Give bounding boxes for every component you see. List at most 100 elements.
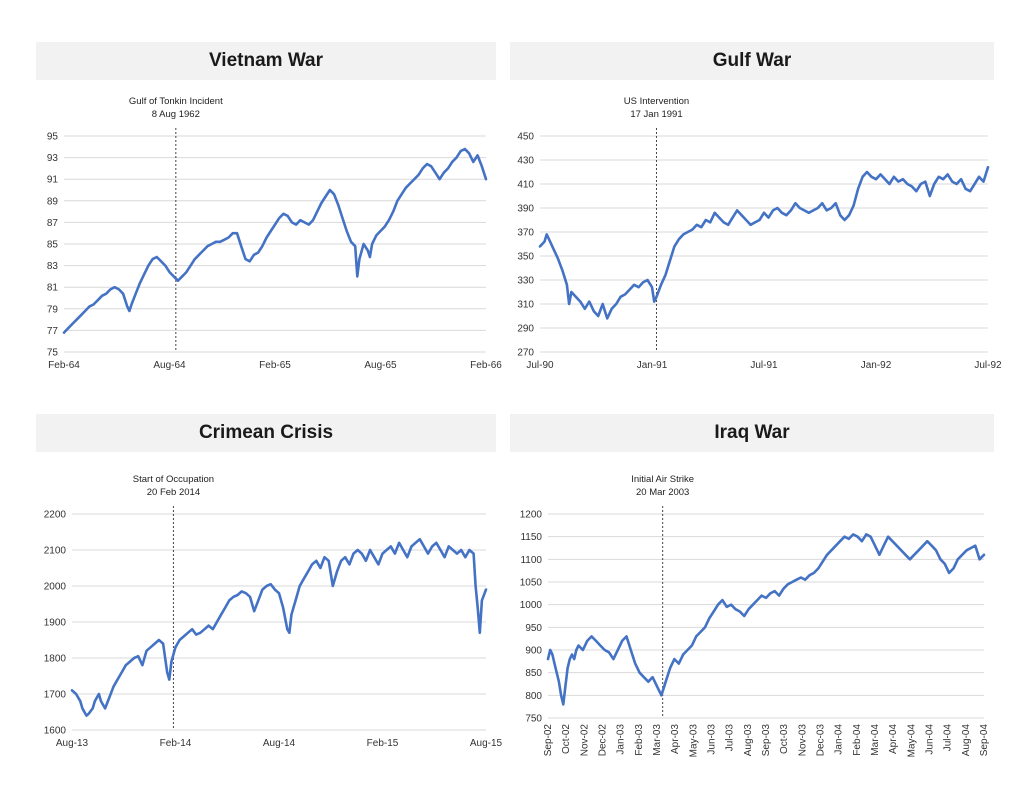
series-line: [546, 533, 986, 706]
x-tick-label: May-03: [688, 724, 699, 758]
y-tick-label: 950: [525, 623, 542, 634]
y-tick-label: 370: [517, 228, 534, 239]
x-tick-label: Sep-03: [761, 724, 772, 757]
x-tick-label: Feb-64: [48, 360, 80, 371]
x-tick-label: Jul-92: [974, 360, 1002, 371]
chart-title: Gulf War: [510, 42, 994, 80]
y-tick-label: 410: [517, 180, 534, 191]
x-tick-label: Aug-15: [470, 738, 503, 749]
y-tick-label: 83: [47, 261, 59, 272]
event-label: Gulf of Tonkin Incident: [129, 96, 223, 107]
chart-title: Vietnam War: [36, 42, 496, 80]
y-tick-label: 2100: [44, 546, 67, 557]
x-tick-label: Aug-13: [56, 738, 89, 749]
x-tick-label: Apr-04: [888, 724, 899, 754]
chart-vietnam: 75 77 79 81 83 85 87 89 91 93 95 Feb-64 Aug-64 Feb-65…: [47, 96, 502, 371]
chart-panel-crimea: Crimean Crisis 1600 1700 1800 1900 2000 2100 2…: [36, 414, 503, 760]
x-tick-label: Mar-04: [870, 724, 881, 756]
x-tick-label: Nov-02: [579, 724, 590, 757]
x-tick-label: Oct-02: [561, 724, 572, 754]
x-tick-label: Jul-03: [725, 724, 736, 752]
x-tick-label: Aug-65: [364, 360, 397, 371]
y-tick-label: 1100: [520, 555, 542, 566]
series-line: [538, 165, 990, 320]
y-tick-label: 1150: [520, 532, 542, 543]
chart-iraq: 750 800 850 900 950 1000 1050 1100 1150 1200 Sep-0…: [520, 474, 990, 758]
y-tick-label: 800: [525, 691, 542, 702]
y-tick-label: 1000: [520, 600, 543, 611]
event-label: Initial Air Strike: [631, 474, 694, 485]
x-tick-label: Jul-91: [750, 360, 778, 371]
y-tick-label: 330: [517, 276, 534, 287]
chart-crimea: 1600 1700 1800 1900 2000 2100 2200 Aug-13 Feb-14…: [44, 474, 503, 749]
x-tick-label: Oct-03: [779, 724, 790, 754]
y-tick-label: 430: [517, 156, 534, 167]
chart-gulf: 270 290 310 330 350 370 390 410 430 450 Jul-90 Jan-…: [517, 96, 1002, 371]
x-tick-label: Aug-14: [263, 738, 296, 749]
y-tick-label: 850: [525, 668, 542, 679]
x-tick-label: Jan-03: [616, 724, 627, 755]
y-tick-label: 93: [47, 153, 59, 164]
y-tick-label: 89: [47, 196, 59, 207]
y-tick-label: 1800: [44, 654, 67, 665]
y-tick-label: 310: [517, 300, 534, 311]
chart-panel-gulf: Gulf War 270 290 310 330 350 370 390 410 430 450 J…: [510, 42, 1002, 382]
series-line: [70, 537, 488, 717]
y-tick-label: 270: [517, 348, 534, 359]
y-tick-label: 81: [47, 283, 59, 294]
x-tick-label: Feb-15: [367, 738, 399, 749]
chart-panel-iraq: Iraq War 750 800 850 900 950 1000 1050 1100 1150…: [510, 414, 994, 784]
y-tick-label: 1900: [44, 618, 67, 629]
y-tick-label: 2000: [44, 582, 67, 593]
x-tick-label: Jul-04: [943, 724, 954, 752]
x-tick-label: Aug-04: [961, 724, 972, 757]
y-tick-label: 350: [517, 252, 534, 263]
x-tick-label: Apr-03: [670, 724, 681, 754]
y-tick-label: 1600: [44, 726, 67, 737]
x-tick-label: Dec-02: [598, 724, 609, 757]
x-tick-label: Aug-64: [153, 360, 186, 371]
y-tick-label: 79: [47, 304, 59, 315]
event-date: 17 Jan 1991: [630, 109, 682, 120]
x-tick-label: Jan-92: [861, 360, 892, 371]
y-tick-label: 77: [47, 326, 59, 337]
y-tick-label: 750: [525, 714, 542, 725]
x-tick-label: Jul-90: [526, 360, 554, 371]
chart-title: Crimean Crisis: [36, 414, 496, 452]
event-date: 8 Aug 1962: [152, 109, 200, 120]
y-tick-label: 290: [517, 324, 534, 335]
x-tick-label: Dec-03: [816, 724, 827, 757]
series-line: [62, 147, 488, 334]
x-tick-label: May-04: [906, 724, 917, 758]
chart-panel-vietnam: Vietnam War 75 77 79 81 83 85 87 89 91 93 95 Feb-64…: [36, 42, 502, 382]
x-tick-label: Jan-91: [637, 360, 668, 371]
y-tick-label: 87: [47, 218, 59, 229]
x-tick-label: Feb-04: [852, 724, 863, 756]
y-tick-label: 390: [517, 204, 534, 215]
y-tick-label: 75: [47, 348, 59, 359]
x-tick-label: Nov-03: [797, 724, 808, 757]
y-tick-label: 450: [517, 132, 534, 143]
x-tick-label: Feb-03: [634, 724, 645, 756]
event-date: 20 Mar 2003: [636, 487, 689, 498]
x-tick-label: Sep-04: [979, 724, 990, 757]
event-label: Start of Occupation: [133, 474, 214, 485]
y-tick-label: 2200: [44, 510, 67, 521]
y-tick-label: 91: [47, 175, 59, 186]
event-label: US Intervention: [624, 96, 689, 107]
y-tick-label: 85: [47, 240, 59, 251]
x-tick-label: Feb-14: [160, 738, 192, 749]
x-tick-label: Aug-03: [743, 724, 754, 757]
event-date: 20 Feb 2014: [147, 487, 200, 498]
x-tick-label: Jun-04: [925, 724, 936, 755]
x-tick-label: Sep-02: [543, 724, 554, 757]
x-tick-label: Jun-03: [707, 724, 718, 755]
chart-title: Iraq War: [510, 414, 994, 452]
y-tick-label: 1700: [44, 690, 67, 701]
y-tick-label: 1200: [520, 510, 543, 521]
x-tick-label: Feb-65: [259, 360, 291, 371]
x-tick-label: Mar-03: [652, 724, 663, 756]
y-tick-label: 900: [525, 646, 542, 657]
y-tick-label: 95: [47, 132, 59, 143]
x-tick-label: Feb-66: [470, 360, 502, 371]
